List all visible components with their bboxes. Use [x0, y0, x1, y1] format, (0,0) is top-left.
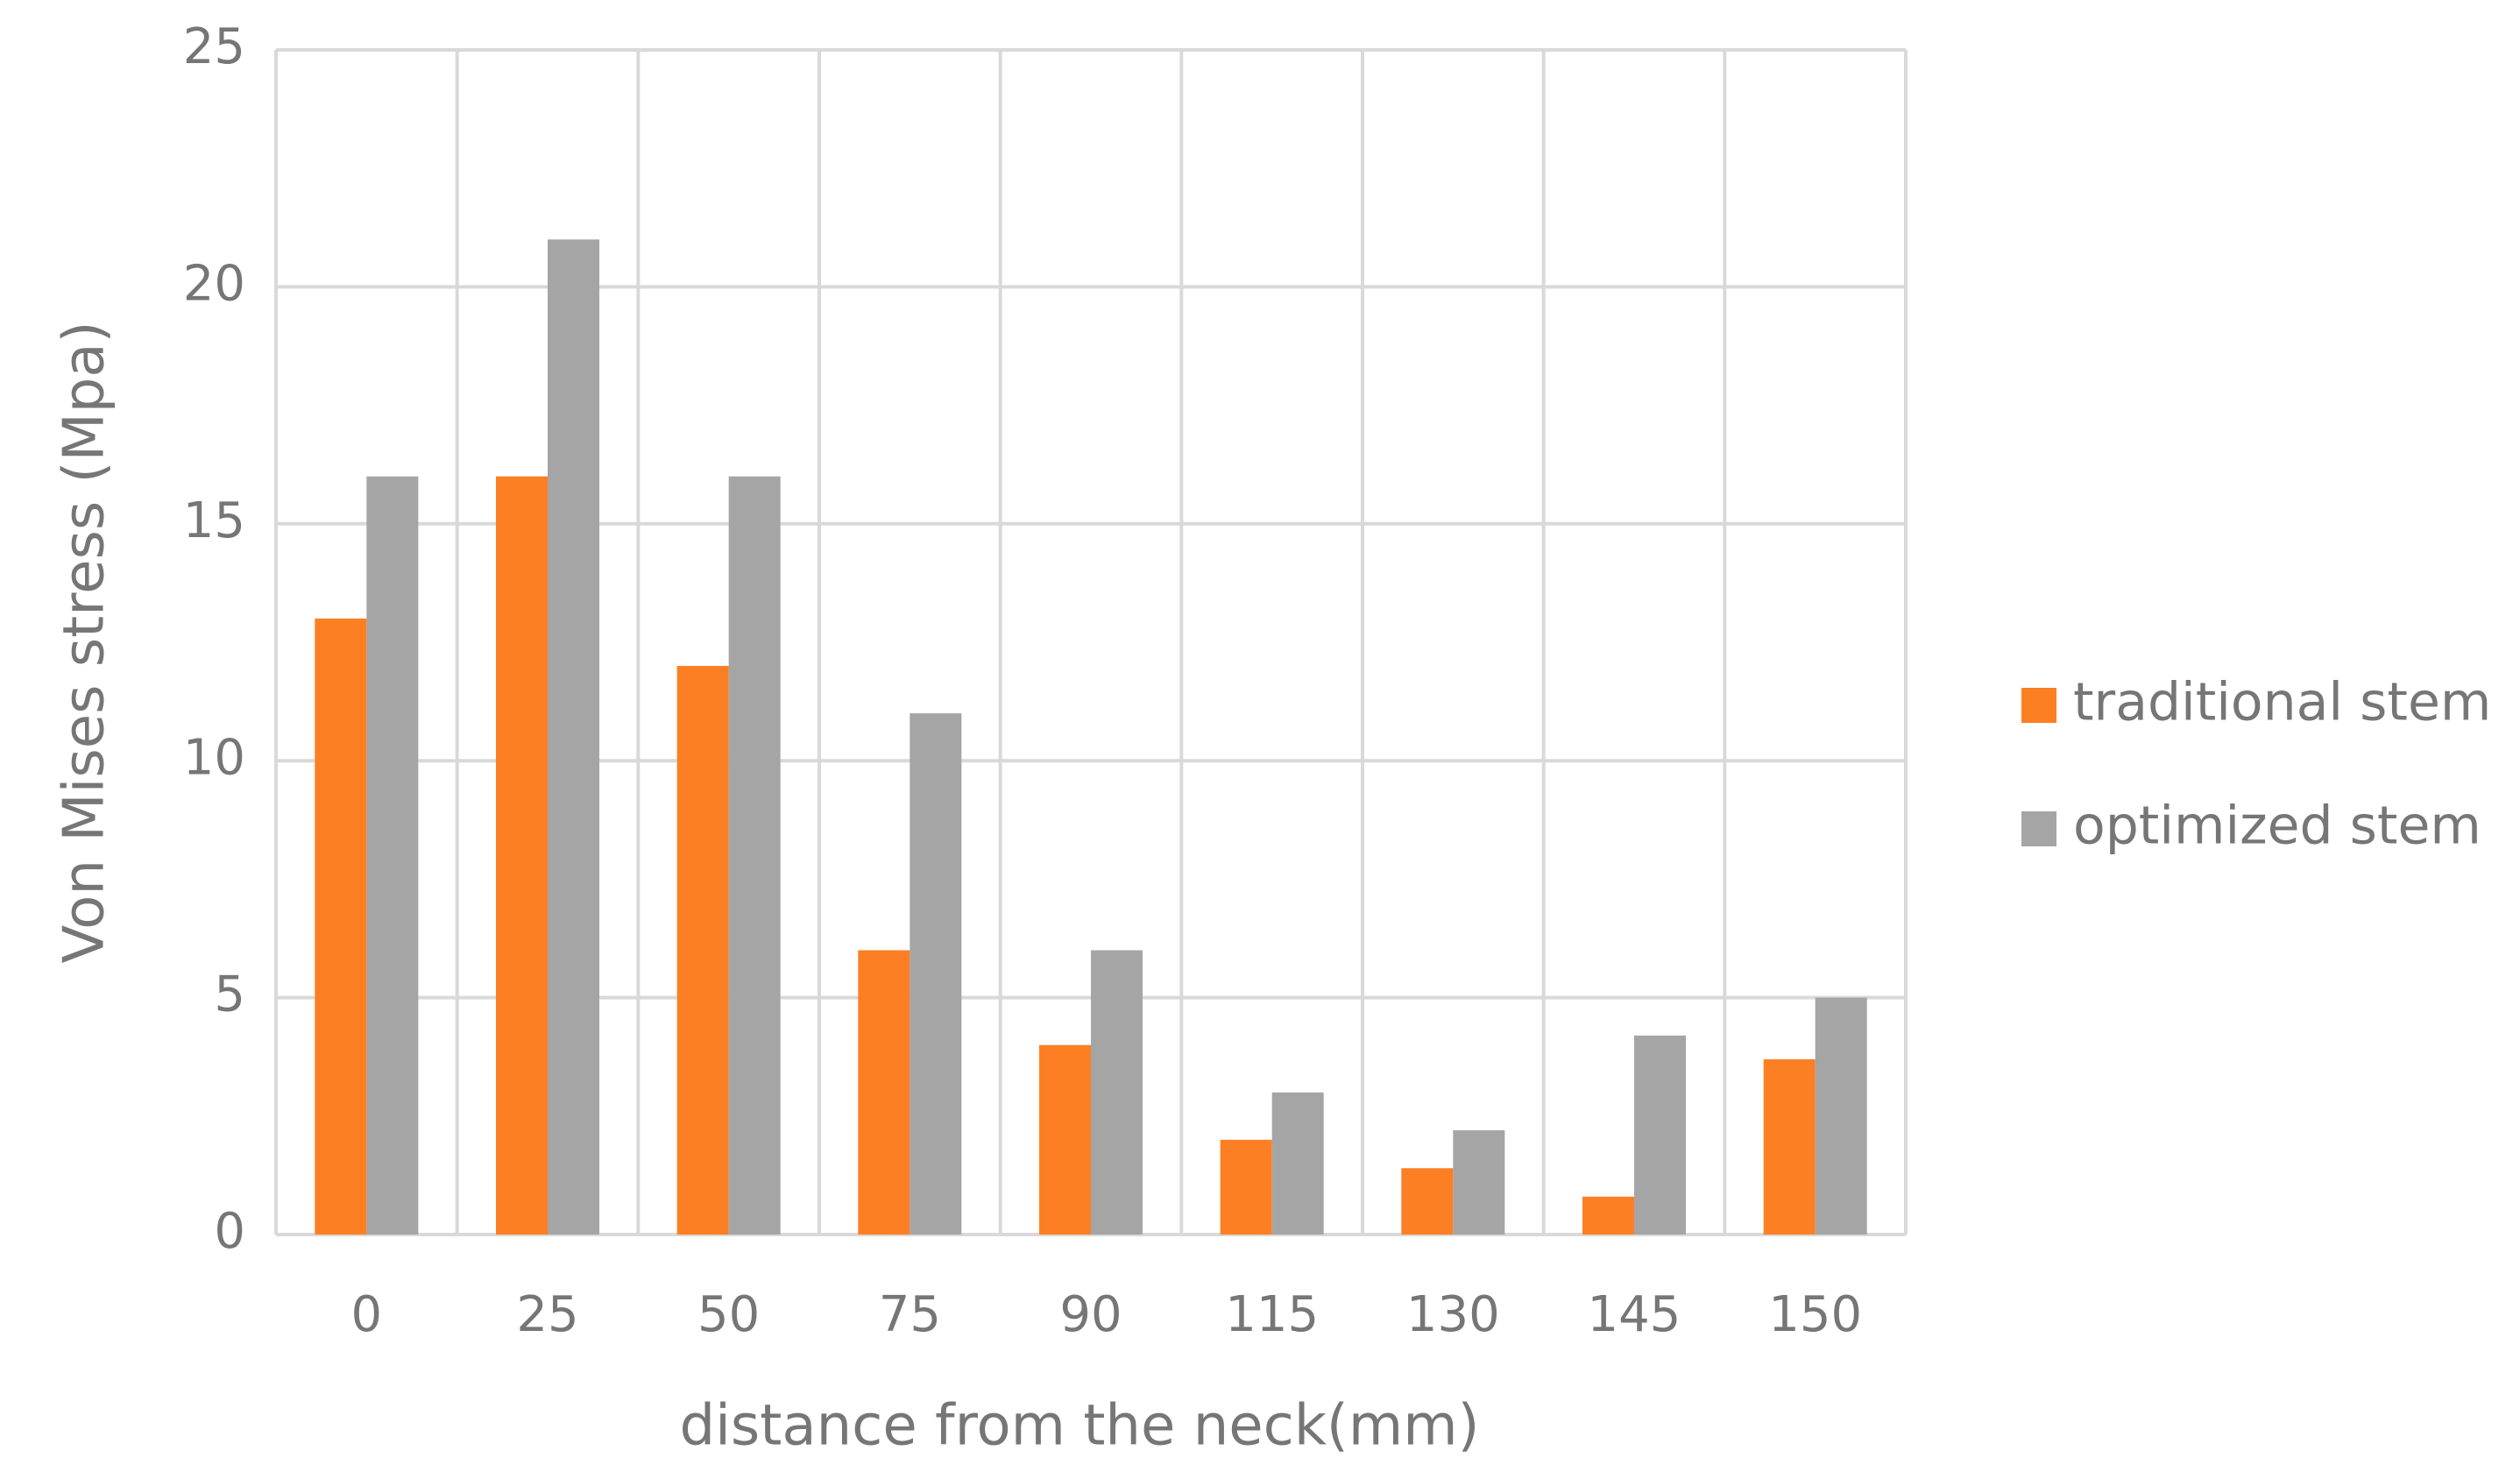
x-tick-label: 115: [1225, 1286, 1319, 1343]
y-tick-label: 20: [183, 256, 245, 313]
x-tick-label: 25: [516, 1286, 578, 1343]
bar: [728, 476, 781, 1235]
bar: [1401, 1168, 1454, 1235]
bar: [1582, 1196, 1634, 1235]
bar: [1453, 1130, 1505, 1235]
bar: [1271, 1092, 1324, 1235]
bar: [548, 239, 599, 1235]
bar: [366, 476, 419, 1235]
x-tick-label: 75: [879, 1286, 941, 1343]
bar: [676, 666, 729, 1235]
x-tick-label: 0: [351, 1286, 383, 1343]
legend-swatch: [2021, 688, 2056, 723]
bar: [1091, 950, 1143, 1235]
legend-swatch: [2021, 811, 2056, 846]
y-tick-label: 25: [183, 18, 245, 75]
y-tick-label: 5: [214, 966, 245, 1023]
x-axis-label: distance from the neck(mm): [680, 1394, 1480, 1459]
x-tick-label: 150: [1768, 1286, 1862, 1343]
bar: [1220, 1139, 1272, 1235]
x-tick-label: 50: [697, 1286, 760, 1343]
y-axis-label: Von Mises stress (Mpa): [53, 321, 117, 963]
bar: [858, 950, 910, 1235]
legend-label: optimized stem: [2073, 796, 2481, 857]
x-tick-label: 130: [1406, 1286, 1500, 1343]
legend-label: traditional stem: [2073, 672, 2491, 733]
bar: [1634, 1035, 1686, 1235]
bar: [1039, 1044, 1091, 1235]
y-tick-label: 0: [214, 1203, 245, 1260]
bar: [496, 476, 548, 1235]
bar: [315, 618, 367, 1235]
x-tick-label: 145: [1588, 1286, 1681, 1343]
bar: [1815, 997, 1867, 1235]
x-tick-label: 90: [1059, 1286, 1122, 1343]
y-tick-label: 10: [183, 729, 245, 786]
bar: [1763, 1058, 1816, 1235]
bar: [910, 713, 962, 1235]
y-tick-label: 15: [183, 492, 245, 549]
